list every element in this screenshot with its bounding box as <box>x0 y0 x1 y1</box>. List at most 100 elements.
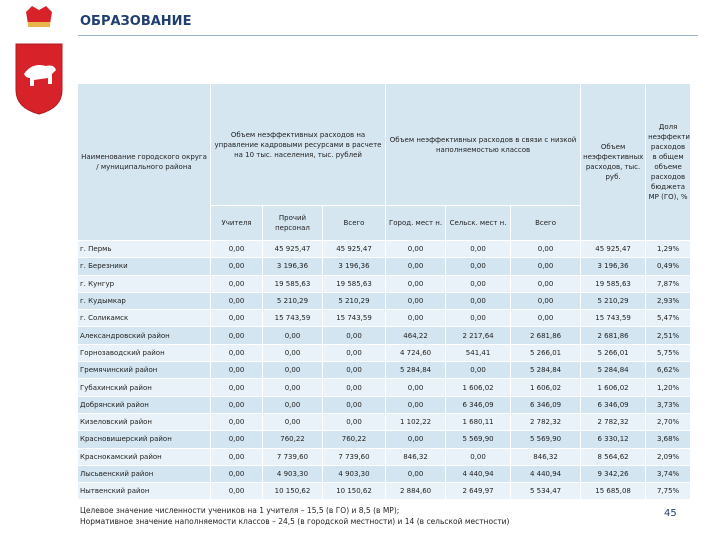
footnote-line: Целевое значение численности учеников на… <box>80 506 400 515</box>
table-row: г. Соликамск 0,00 15 743,59 15 743,59 0,00 0,… <box>77 309 692 328</box>
table-row: Лысьвенский район 0,00 4 903,30 4 903,30 0,0… <box>77 464 692 484</box>
divider <box>78 35 698 36</box>
cell: 0,00 <box>210 430 263 449</box>
cell: 2 884,60 <box>385 482 447 501</box>
row-name: г. Березники <box>77 257 211 276</box>
cell: 0,00 <box>210 482 263 501</box>
data-table: Наименование городского округа / муницип… <box>77 83 692 501</box>
cell: 760,22 <box>321 430 387 449</box>
cell: 0,00 <box>510 309 582 328</box>
cell: 6 330,12 <box>580 430 647 449</box>
cell: 7,75% <box>645 482 692 501</box>
table-row: г. Пермь 0,00 45 925,47 45 925,47 0,00 0,00 0,… <box>77 239 692 259</box>
cell: 0,00 <box>385 430 447 449</box>
cell: 5 284,84 <box>385 361 447 380</box>
cell: 0,00 <box>385 257 447 276</box>
cell: 4 724,60 <box>385 343 447 363</box>
cell: 1 606,02 <box>445 378 512 397</box>
header-cell: Объем неэффективных расходов, тыс. руб. <box>580 83 647 241</box>
cell: 0,00 <box>385 464 447 484</box>
table-row: Александровский район 0,00 0,00 0,00 464,22 2… <box>77 326 692 345</box>
cell: 15 685,08 <box>580 482 647 501</box>
table-row: Горнозаводский район 0,00 0,00 0,00 4 724,60… <box>77 343 692 363</box>
cell: 3 196,36 <box>262 257 323 276</box>
page-number: 45 <box>664 508 677 519</box>
row-name: г. Кунгур <box>77 274 211 293</box>
cell: 0,49% <box>645 257 692 276</box>
cell: 0,00 <box>210 257 263 276</box>
cell: 2 681,86 <box>510 326 582 345</box>
row-name: Добрянский район <box>77 395 211 414</box>
cell: 1 680,11 <box>445 412 512 432</box>
cell: 19 585,63 <box>321 274 387 293</box>
cell: 2 782,32 <box>510 412 582 432</box>
cell: 5 569,90 <box>445 430 512 449</box>
cell: 0,00 <box>210 412 263 432</box>
cell: 0,00 <box>210 361 263 380</box>
cell: 6 346,09 <box>510 395 582 414</box>
cell: 2 217,64 <box>445 326 512 345</box>
cell: 0,00 <box>445 291 512 311</box>
cell: 10 150,62 <box>321 482 387 501</box>
cell: 19 585,63 <box>262 274 323 293</box>
footnote-line: Нормативное значение наполняемости класс… <box>80 517 510 526</box>
cell: 5 266,01 <box>510 343 582 363</box>
cell: 5 284,84 <box>510 361 582 380</box>
cell: 5 210,29 <box>580 291 647 311</box>
cell: 0,00 <box>210 447 263 466</box>
cell: 5 266,01 <box>580 343 647 363</box>
table-row: Губахинский район 0,00 0,00 0,00 0,00 1 606,0… <box>77 378 692 397</box>
cell: 0,00 <box>210 291 263 311</box>
table-row: Гремячинский район 0,00 0,00 0,00 5 284,84 0,… <box>77 361 692 380</box>
cell: 0,00 <box>510 274 582 293</box>
table-row: г. Березники 0,00 3 196,36 3 196,36 0,00 0,00… <box>77 257 692 276</box>
cell: 3 196,36 <box>321 257 387 276</box>
cell: 5,47% <box>645 309 692 328</box>
cell: 464,22 <box>385 326 447 345</box>
cell: 0,00 <box>321 412 387 432</box>
cell: 0,00 <box>210 309 263 328</box>
cell: 0,00 <box>445 361 512 380</box>
cell: 7,87% <box>645 274 692 293</box>
footnote: Целевое значение численности учеников на… <box>80 505 509 527</box>
cell: 4 440,94 <box>510 464 582 484</box>
cell: 0,00 <box>385 274 447 293</box>
cell: 0,00 <box>321 395 387 414</box>
row-name: Горнозаводский район <box>77 343 211 363</box>
cell: 3,74% <box>645 464 692 484</box>
cell: 760,22 <box>262 430 323 449</box>
cell: 0,00 <box>210 326 263 345</box>
cell: 6 346,09 <box>445 395 512 414</box>
cell: 0,00 <box>385 239 447 259</box>
table-row: г. Кунгур 0,00 19 585,63 19 585,63 0,00 0,00 0… <box>77 274 692 293</box>
cell: 0,00 <box>385 378 447 397</box>
cell: 6 346,09 <box>580 395 647 414</box>
cell: 2,93% <box>645 291 692 311</box>
row-name: Губахинский район <box>77 378 211 397</box>
cell: 846,32 <box>385 447 447 466</box>
table-row: Нытвенский район 0,00 10 150,62 10 150,62 2 … <box>77 482 692 501</box>
cell: 0,00 <box>210 464 263 484</box>
coat-of-arms <box>15 6 63 115</box>
cell: 0,00 <box>262 361 323 380</box>
table-row: Красновишерский район 0,00 760,22 760,22 0,0… <box>77 430 692 449</box>
cell: 8 564,62 <box>580 447 647 466</box>
cell: 2 649,97 <box>445 482 512 501</box>
cell: 3,68% <box>645 430 692 449</box>
row-name: Нытвенский район <box>77 482 211 501</box>
cell: 1,20% <box>645 378 692 397</box>
header-cell: Наименование городского округа / муницип… <box>77 83 211 241</box>
subheader-cell: Прочий персонал <box>262 205 323 241</box>
cell: 5,75% <box>645 343 692 363</box>
subheader-cell: Учителя <box>210 205 263 241</box>
cell: 2 782,32 <box>580 412 647 432</box>
cell: 15 743,59 <box>321 309 387 328</box>
cell: 4 903,30 <box>262 464 323 484</box>
cell: 15 743,59 <box>580 309 647 328</box>
cell: 1 606,02 <box>580 378 647 397</box>
cell: 0,00 <box>385 309 447 328</box>
cell: 2 681,86 <box>580 326 647 345</box>
header-cell: Доля неэффективных расходов в общем объе… <box>645 83 692 241</box>
cell: 9 342,26 <box>580 464 647 484</box>
cell: 0,00 <box>385 395 447 414</box>
